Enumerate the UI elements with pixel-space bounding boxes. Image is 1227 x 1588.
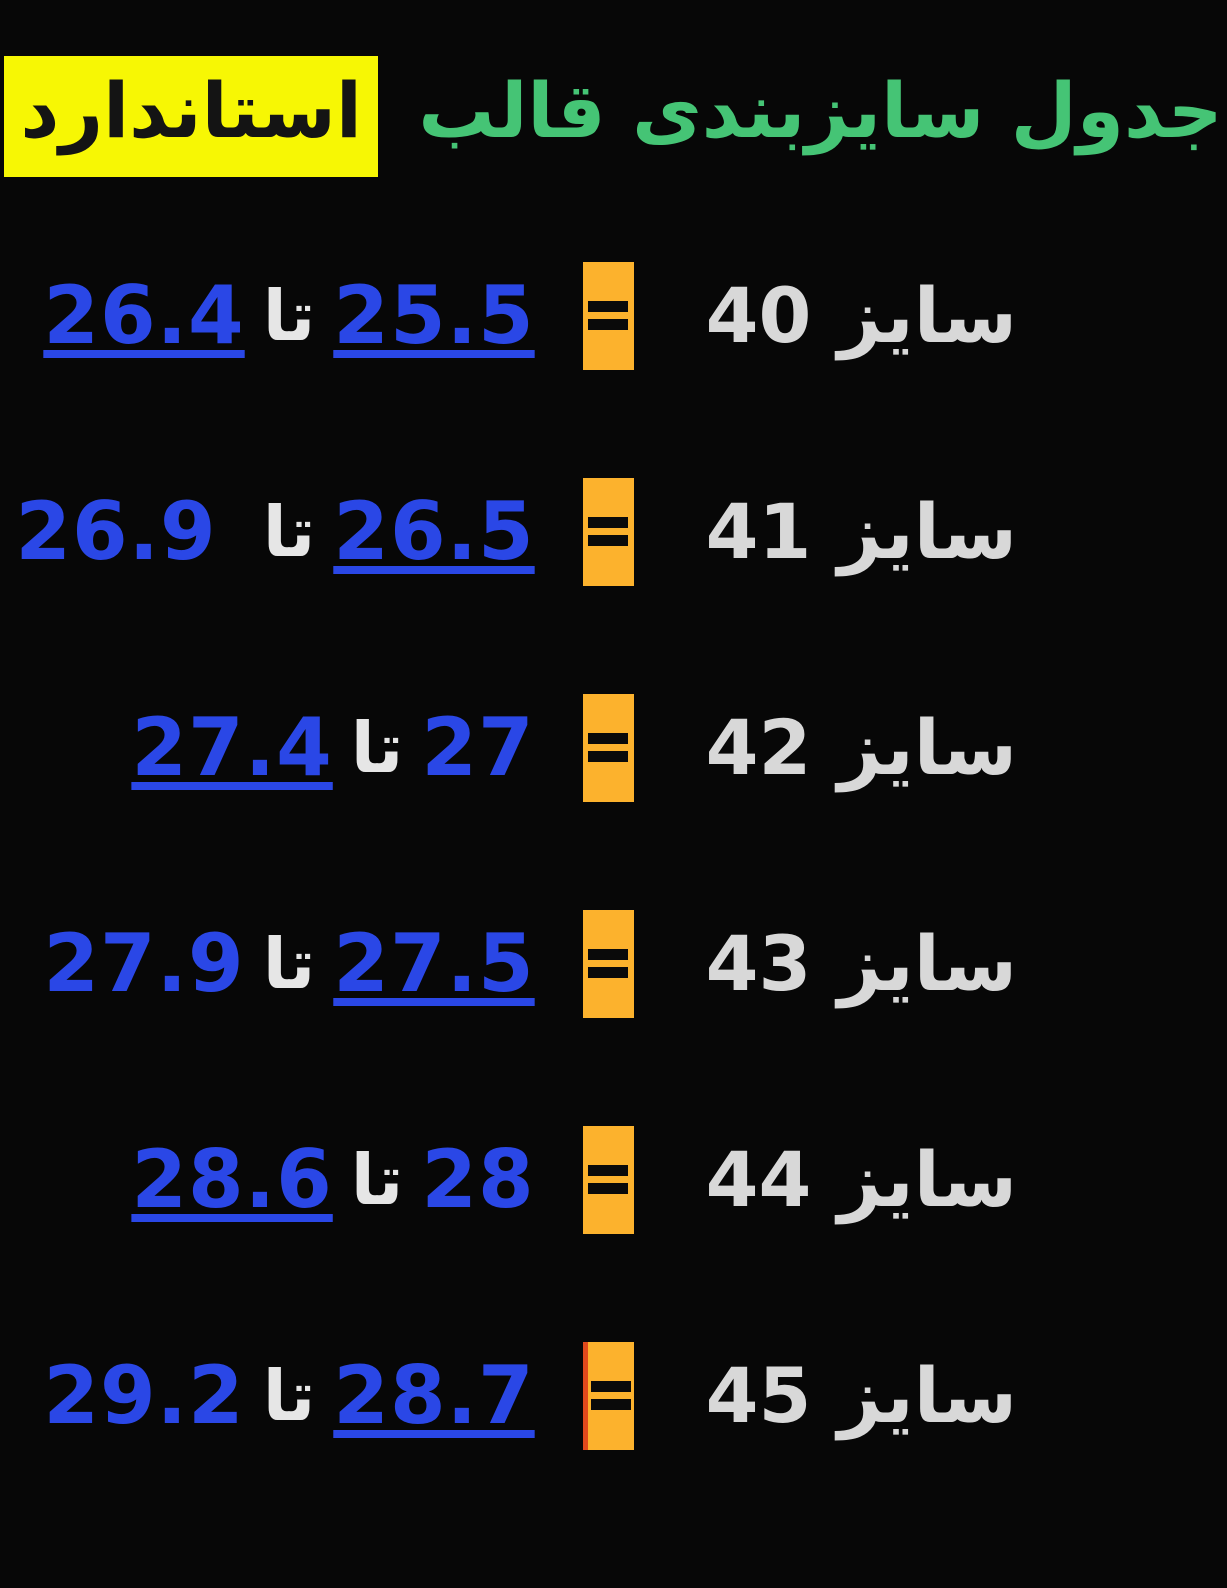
equals-icon: [582, 1341, 634, 1450]
size-chart-page: جدول سایزبندی قالب استاندارد سایز 40 25.…: [0, 56, 1227, 1588]
equals-bar: [588, 301, 629, 313]
size-row-45: سایز 45 28.7 تا 29.2: [0, 1341, 1017, 1451]
equals-bar: [588, 967, 629, 979]
range-from-value: 27: [421, 701, 535, 795]
equals-bar: [588, 1165, 629, 1177]
size-label: سایز 40: [705, 271, 1017, 361]
range-to-value: 29.2: [43, 1349, 245, 1443]
range-to-value: 28.6: [131, 1133, 333, 1227]
range-separator: تا: [350, 1138, 404, 1221]
range-separator: تا: [262, 922, 316, 1005]
range-separator: تا: [350, 706, 404, 789]
title-highlight: استاندارد: [4, 56, 378, 177]
equals-bar: [588, 1183, 629, 1195]
range-separator: تا: [262, 1354, 316, 1437]
page-title: جدول سایزبندی قالب استاندارد: [0, 56, 1227, 177]
equals-bar: [588, 751, 629, 763]
equals-bar: [588, 949, 629, 961]
size-label: سایز 43: [705, 919, 1017, 1009]
equals-icon: [582, 261, 634, 370]
range-from-value: 28.7: [333, 1349, 535, 1443]
range-from-value: 25.5: [333, 269, 535, 363]
equals-bar: [590, 1399, 631, 1411]
range-to-value: 26.9: [15, 485, 217, 579]
equals-bar: [588, 535, 629, 547]
equals-bar: [588, 517, 629, 529]
size-label: سایز 42: [705, 703, 1017, 793]
range-to-value: 27.4: [131, 701, 333, 795]
range-to-value: 26.4: [43, 269, 245, 363]
range-from-value: 26.5: [333, 485, 535, 579]
size-row-42: سایز 42 27 تا 27.4: [0, 693, 1017, 803]
equals-icon: [582, 477, 634, 586]
equals-icon: [582, 1125, 634, 1234]
range-from-value: 28: [421, 1133, 535, 1227]
size-row-44: سایز 44 28 تا 28.6: [0, 1125, 1017, 1235]
size-label: سایز 41: [705, 487, 1017, 577]
title-text: جدول سایزبندی قالب: [418, 66, 1223, 155]
range-separator: تا: [262, 274, 316, 357]
size-table: سایز 40 25.5 تا 26.4 سایز 41 26.5 تا 26.…: [0, 261, 1227, 1451]
equals-bar: [588, 319, 629, 331]
equals-bar: [590, 1381, 631, 1393]
size-row-40: سایز 40 25.5 تا 26.4: [0, 261, 1017, 371]
size-row-43: سایز 43 27.5 تا 27.9: [0, 909, 1017, 1019]
range-from-value: 27.5: [333, 917, 535, 1011]
equals-icon: [582, 909, 634, 1018]
size-label: سایز 45: [705, 1351, 1017, 1441]
size-row-41: سایز 41 26.5 تا 26.9: [0, 477, 1017, 587]
range-to-value: 27.9: [43, 917, 245, 1011]
size-label: سایز 44: [705, 1135, 1017, 1225]
equals-icon: [582, 693, 634, 802]
range-separator: تا: [262, 490, 316, 573]
equals-bar: [588, 733, 629, 745]
